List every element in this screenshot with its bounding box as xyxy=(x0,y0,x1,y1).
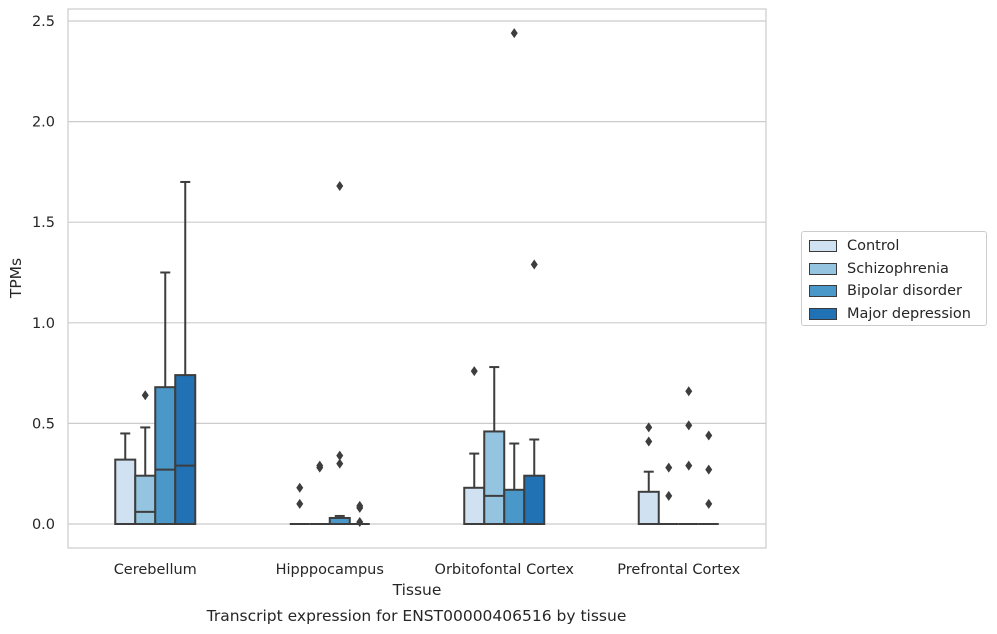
outlier-point xyxy=(665,490,673,501)
box-group xyxy=(637,422,660,526)
outlier-point xyxy=(141,390,149,401)
outlier-point xyxy=(705,430,713,441)
box xyxy=(154,386,177,525)
outlier-point xyxy=(336,450,344,461)
box xyxy=(483,430,506,525)
legend-item-major-depression: Major depression xyxy=(809,303,986,326)
box-group xyxy=(349,500,370,527)
box xyxy=(637,490,660,526)
outlier-point xyxy=(296,498,304,509)
x-tick-label: Prefrontal Cortex xyxy=(617,562,740,578)
x-tick-labels: Cerebellum Hipppocampus Orbitofontal Corte… xyxy=(114,562,741,578)
x-tick-label: Hipppocampus xyxy=(276,562,384,578)
outlier-point xyxy=(470,366,478,377)
legend-swatch-bipolar xyxy=(809,285,837,298)
figure-caption: Transcript expression for ENST0000040651… xyxy=(206,607,627,625)
outlier-point xyxy=(665,462,673,473)
outlier-point xyxy=(685,460,693,471)
legend-label-control: Control xyxy=(847,238,900,255)
box-group xyxy=(483,366,506,525)
y-tick-label: 2.0 xyxy=(32,115,55,131)
outlier-point xyxy=(530,259,538,270)
box-group xyxy=(174,180,197,525)
y-tick-label: 1.5 xyxy=(32,215,55,231)
box-group xyxy=(328,180,351,525)
box xyxy=(114,458,137,525)
x-tick-label: Cerebellum xyxy=(114,562,197,578)
outlier-point xyxy=(645,422,653,433)
box xyxy=(463,486,486,525)
legend-label-major-depression: Major depression xyxy=(847,305,971,322)
outlier-point xyxy=(510,28,518,39)
legend-item-bipolar: Bipolar disorder xyxy=(809,280,986,303)
outlier-point xyxy=(356,516,364,527)
box-group xyxy=(698,430,719,525)
y-tick-labels: 0.0 0.5 1.0 1.5 2.0 2.5 xyxy=(32,14,55,533)
x-tick-label: Orbitofontal Cortex xyxy=(435,562,575,578)
y-tick-label: 1.0 xyxy=(32,316,55,332)
box-group xyxy=(678,386,699,525)
box xyxy=(503,488,526,525)
outlier-point xyxy=(645,436,653,447)
box-group xyxy=(309,460,330,525)
y-tick-label: 2.5 xyxy=(32,14,55,30)
outlier-point xyxy=(705,498,713,509)
legend-swatch-schizophrenia xyxy=(809,262,837,275)
legend-label-schizophrenia: Schizophrenia xyxy=(847,260,949,277)
outlier-point xyxy=(296,482,304,493)
box-group xyxy=(289,482,310,525)
outlier-point xyxy=(685,386,693,397)
legend-swatch-major-depression xyxy=(809,307,837,320)
box-group xyxy=(134,390,157,526)
legend-item-schizophrenia: Schizophrenia xyxy=(809,258,986,281)
y-axis-label: TPMs xyxy=(7,258,25,299)
y-tick-label: 0.5 xyxy=(32,416,55,432)
box-group xyxy=(463,366,486,525)
box xyxy=(174,374,197,525)
box-group xyxy=(523,259,546,526)
outlier-point xyxy=(356,500,364,511)
boxes xyxy=(114,28,719,527)
legend: Control Schizophrenia Bipolar disorder M… xyxy=(801,231,987,326)
box xyxy=(134,474,157,526)
y-tick-label: 0.0 xyxy=(32,517,55,533)
outlier-point xyxy=(316,460,324,471)
outlier-point xyxy=(336,180,344,191)
box xyxy=(523,474,546,526)
x-axis-label: Tissue xyxy=(392,581,442,599)
outlier-point xyxy=(705,464,713,475)
outlier-point xyxy=(336,458,344,469)
legend-swatch-control xyxy=(809,240,837,253)
box-group xyxy=(503,28,526,525)
box-group xyxy=(658,462,679,525)
legend-item-control: Control xyxy=(809,235,986,258)
outlier-point xyxy=(685,420,693,431)
legend-label-bipolar: Bipolar disorder xyxy=(847,283,962,300)
